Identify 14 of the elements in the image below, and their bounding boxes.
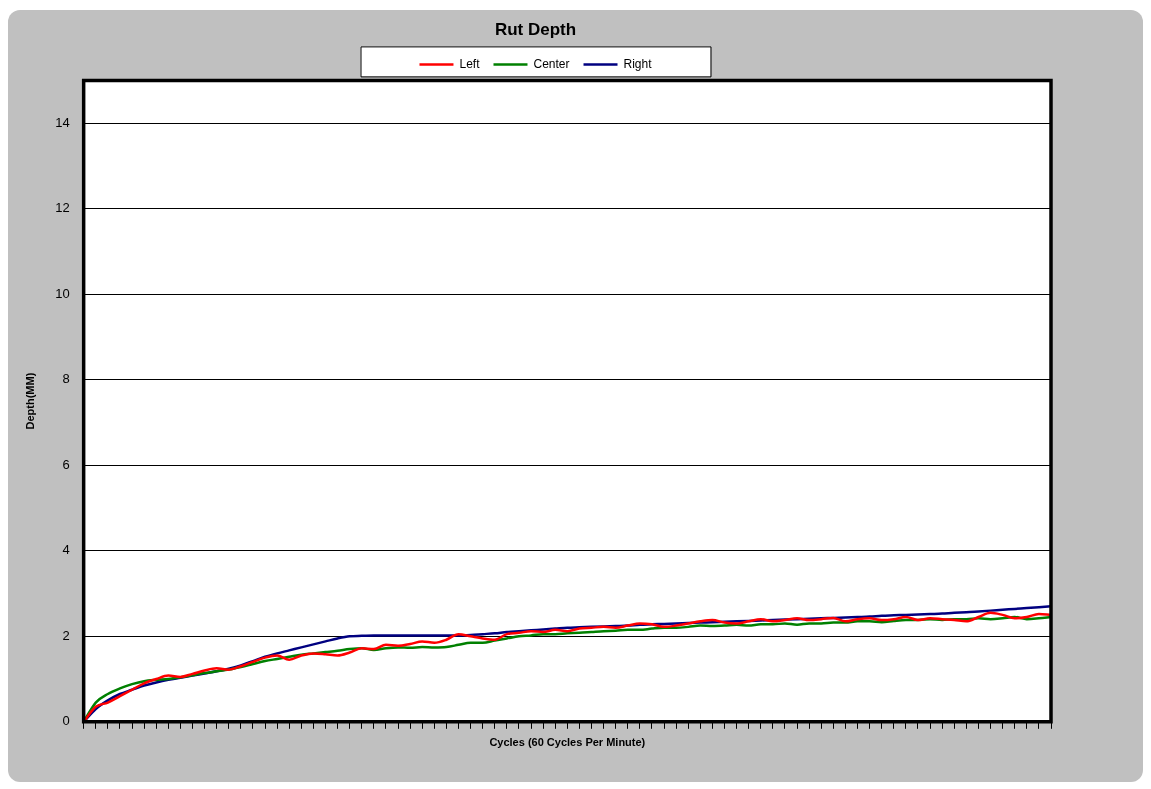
y-tick-label: 4 bbox=[62, 542, 70, 558]
y-tick-label: 12 bbox=[55, 200, 70, 216]
y-tick-label: 0 bbox=[62, 713, 70, 729]
legend-label: Center bbox=[533, 56, 570, 71]
y-tick-label: 14 bbox=[55, 114, 70, 130]
y-tick-label: 2 bbox=[62, 627, 70, 643]
y-axis-title: Depth(MM) bbox=[23, 372, 36, 430]
y-tick-label: 6 bbox=[62, 456, 70, 472]
y-tick-label: 8 bbox=[62, 371, 70, 387]
y-tick-label: 10 bbox=[55, 285, 70, 301]
chart-title: Rut Depth bbox=[494, 19, 577, 39]
x-axis-title: Cycles (60 Cycles Per Minute) bbox=[489, 736, 646, 749]
legend-label: Right bbox=[623, 56, 653, 71]
legend-label: Left bbox=[459, 56, 481, 71]
